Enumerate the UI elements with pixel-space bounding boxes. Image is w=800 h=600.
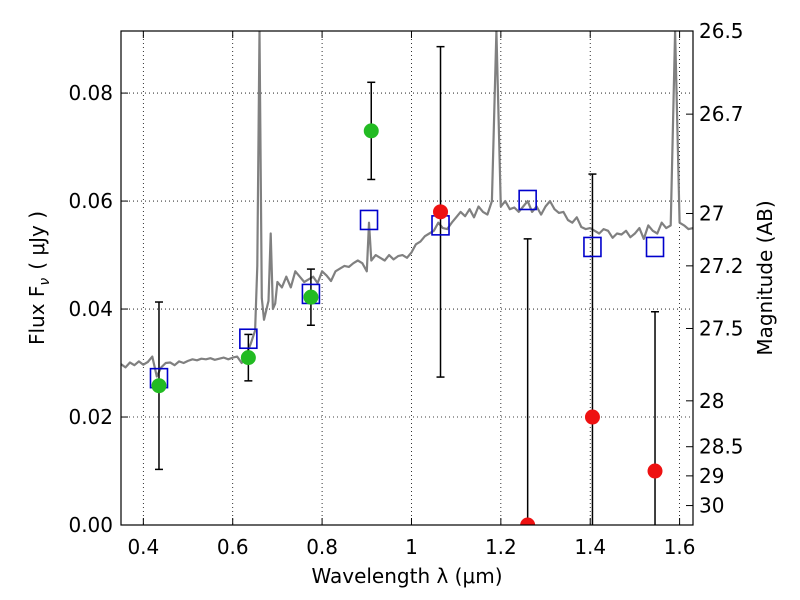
x-tick-labels: 0.4 0.6 0.8 1 1.2 1.4 1.6 xyxy=(127,535,695,559)
right-tick-label: 26.5 xyxy=(699,19,744,43)
y-tick-label: 0.00 xyxy=(68,513,113,537)
y-tick-labels: 0.00 0.02 0.04 0.06 0.08 xyxy=(68,81,113,537)
y-axis-label-unit: ( μJy ) xyxy=(25,211,49,270)
right-tick-label: 29 xyxy=(699,464,724,488)
x-tick-label: 0.4 xyxy=(127,535,159,559)
y-axis-label: Flux Fν ( μJy ) xyxy=(25,211,53,345)
right-axis-label: Magnitude (AB) xyxy=(753,200,777,355)
plot-frame xyxy=(120,30,694,526)
model-point xyxy=(359,209,379,231)
detection-point xyxy=(363,123,379,139)
x-tick-label: 1.2 xyxy=(485,535,517,559)
x-tick-label: 1 xyxy=(405,535,418,559)
right-tick-label: 27 xyxy=(699,201,724,225)
axis-ticks xyxy=(121,30,693,526)
detection-point xyxy=(151,378,167,394)
right-tick-label: 27.2 xyxy=(699,254,744,278)
right-tick-label: 30 xyxy=(699,494,724,518)
spectrum-line xyxy=(121,31,693,378)
detection-point xyxy=(303,289,319,305)
right-tick-label: 28.5 xyxy=(699,435,744,459)
model-point xyxy=(239,328,258,350)
y-tick-label: 0.08 xyxy=(68,81,113,105)
non-detection-point xyxy=(584,409,600,425)
right-tick-label: 27.5 xyxy=(699,316,744,340)
non-detection-point xyxy=(647,463,663,479)
x-tick-label: 1.6 xyxy=(664,535,696,559)
spectrum-layer xyxy=(121,31,693,378)
right-tick-label: 26.7 xyxy=(699,102,744,126)
right-tick-labels: 26.5 26.7 27 27.2 27.5 28 28.5 29 30 xyxy=(699,19,744,518)
x-tick-label: 1.4 xyxy=(574,535,606,559)
observed-photometry xyxy=(151,123,663,525)
model-point xyxy=(645,236,665,258)
non-detection-point xyxy=(520,517,536,525)
right-tick-label: 28 xyxy=(699,389,724,413)
y-tick-label: 0.04 xyxy=(68,297,113,321)
y-tick-label: 0.06 xyxy=(68,189,113,213)
x-axis-label: Wavelength λ (μm) xyxy=(311,564,502,588)
y-axis-label-subscript: ν xyxy=(37,278,53,286)
plot-background xyxy=(121,31,693,525)
detection-point xyxy=(240,350,256,366)
x-tick-label: 0.8 xyxy=(306,535,338,559)
y-tick-label: 0.02 xyxy=(68,405,113,429)
y-axis-label-main: Flux F xyxy=(25,286,49,345)
non-detection-point xyxy=(433,204,449,220)
model-point xyxy=(518,189,537,211)
x-tick-label: 0.6 xyxy=(217,535,249,559)
model-point xyxy=(583,236,602,258)
